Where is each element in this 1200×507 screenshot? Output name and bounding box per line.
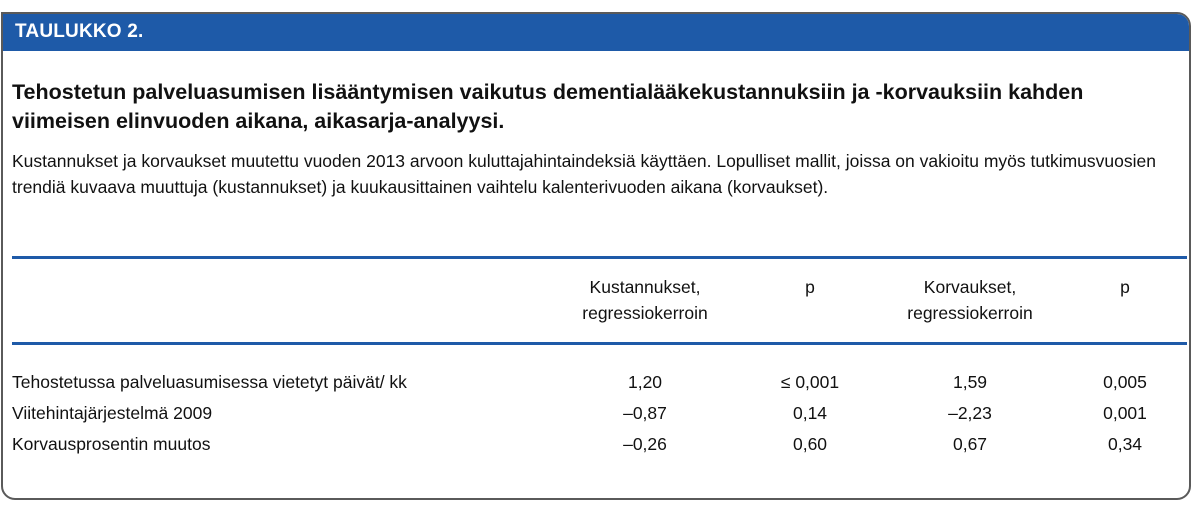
cell-p1: ≤ 0,001 bbox=[780, 372, 840, 392]
cell-costs: 1,20 bbox=[627, 372, 663, 392]
cell-p2: 0,34 bbox=[1107, 434, 1143, 454]
table-title: Tehostetun palveluasumisen lisääntymisen… bbox=[12, 80, 1084, 133]
row-label: Viitehintajärjestelmä 2009 bbox=[12, 403, 213, 423]
cell-p2: 0,001 bbox=[1103, 403, 1147, 423]
column-header-p2: p bbox=[1085, 274, 1165, 300]
column-header-p2-label: p bbox=[1120, 277, 1130, 297]
column-header-costs: Kustannukset, regressiokerroin bbox=[560, 274, 730, 326]
table-description: Kustannukset ja korvaukset muutettu vuod… bbox=[12, 151, 1156, 197]
cell-reimbursements: 1,59 bbox=[952, 372, 988, 392]
cell-p1: 0,60 bbox=[792, 434, 828, 454]
column-header-costs-line1: Kustannukset, bbox=[589, 277, 701, 297]
column-header-reimb-line1: Korvaukset, bbox=[923, 277, 1017, 297]
table-top-rule bbox=[12, 256, 1187, 259]
table-header-rule bbox=[12, 342, 1187, 345]
table-frame: TAULUKKO 2. bbox=[1, 12, 1191, 500]
cell-reimbursements: –2,23 bbox=[948, 403, 992, 423]
table-label: TAULUKKO 2. bbox=[15, 21, 144, 42]
row-label: Tehostetussa palveluasumisessa vietetyt … bbox=[12, 372, 407, 392]
table-header-bar: TAULUKKO 2. bbox=[3, 14, 1189, 51]
column-header-reimbursements: Korvaukset, regressiokerroin bbox=[885, 274, 1055, 326]
cell-reimbursements: 0,67 bbox=[952, 434, 988, 454]
cell-costs: –0,26 bbox=[623, 434, 667, 454]
cell-p2: 0,005 bbox=[1103, 372, 1147, 392]
column-header-p1: p bbox=[770, 274, 850, 300]
row-label: Korvausprosentin muutos bbox=[12, 434, 211, 454]
column-header-reimb-line2: regressiokerroin bbox=[907, 303, 1033, 323]
cell-costs: –0,87 bbox=[623, 403, 667, 423]
cell-p1: 0,14 bbox=[792, 403, 828, 423]
column-header-p1-label: p bbox=[805, 277, 815, 297]
column-header-costs-line2: regressiokerroin bbox=[582, 303, 708, 323]
